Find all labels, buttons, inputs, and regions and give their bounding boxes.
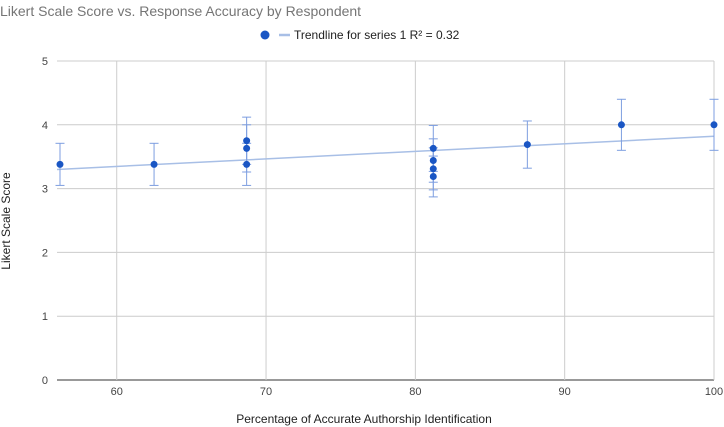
x-tick-label: 60 [111, 386, 123, 398]
tick-labels: 0 1 2 3 4 5 60 70 80 90 100 [42, 56, 723, 398]
trendline-layer [56, 135, 715, 171]
chart-title: Likert Scale Score vs. Response Accuracy… [0, 3, 361, 19]
data-point [243, 160, 251, 168]
y-tick-label: 0 [42, 375, 48, 387]
x-tick-label: 70 [260, 386, 272, 398]
y-tick-label: 5 [42, 56, 48, 68]
x-tick-label: 100 [705, 386, 723, 398]
data-point [617, 121, 625, 129]
legend: Trendline for series 1 R² = 0.32 [260, 28, 460, 42]
data-point [523, 141, 531, 149]
data-point [429, 157, 437, 165]
data-point [243, 137, 251, 145]
legend-label: Trendline for series 1 R² = 0.32 [294, 28, 460, 42]
x-axis-title: Percentage of Accurate Authorship Identi… [236, 412, 492, 426]
y-tick-label: 3 [42, 184, 48, 196]
gridlines [57, 60, 715, 381]
data-point [429, 144, 437, 152]
data-point [150, 160, 158, 168]
x-tick-label: 80 [409, 386, 421, 398]
data-points [56, 121, 718, 180]
data-point [710, 121, 718, 129]
data-point [56, 160, 64, 168]
y-tick-label: 2 [42, 247, 48, 259]
legend-point-marker [260, 30, 270, 40]
data-point [429, 172, 437, 180]
x-tick-label: 90 [559, 386, 571, 398]
y-tick-label: 4 [42, 120, 48, 132]
y-axis-title: Likert Scale Score [0, 172, 13, 270]
y-tick-label: 1 [42, 311, 48, 323]
data-point [243, 144, 251, 152]
data-point [429, 165, 437, 173]
error-bars [55, 98, 719, 198]
trendline [56, 135, 715, 171]
